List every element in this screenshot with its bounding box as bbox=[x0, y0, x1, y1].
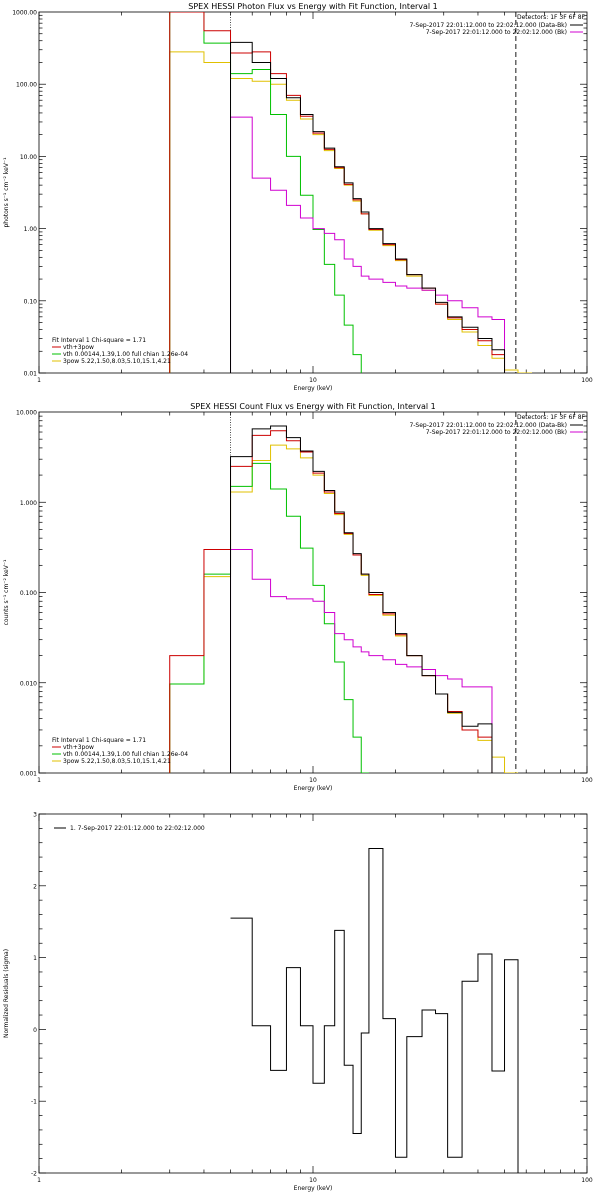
x-axis-label: Energy (keV) bbox=[294, 385, 333, 392]
y-tick-label: 10.00 bbox=[20, 154, 37, 161]
x-tick-label: 10 bbox=[309, 1177, 317, 1184]
y-tick-label: 1.00 bbox=[24, 226, 38, 233]
legend-entry: 7-Sep-2017 22:01:12.000 to 22:02:12.000 … bbox=[409, 22, 567, 29]
y-tick-label: 2 bbox=[33, 883, 37, 890]
fit-legend-entry: vth+3pow bbox=[63, 344, 94, 351]
series-line-data-bk bbox=[230, 41, 506, 373]
y-tick-label: 0.01 bbox=[24, 371, 38, 378]
y-tick-label: 1.000 bbox=[20, 500, 37, 507]
legend-entry: 7-Sep-2017 22:01:12.000 to 22:02:12.000 … bbox=[426, 29, 567, 36]
y-tick-label: 0.100 bbox=[20, 590, 37, 597]
y-tick-label: 1000.00 bbox=[12, 10, 37, 17]
legend-entry: 7-Sep-2017 22:01:12.000 to 22:02:12.000 … bbox=[426, 429, 567, 436]
y-tick-label: 3 bbox=[33, 812, 37, 819]
series-line-residuals bbox=[230, 847, 519, 1173]
x-tick-label: 100 bbox=[581, 1177, 593, 1184]
fit-legend-entry: vth 0.00144,1.39,1.00 full chian 1.26e-0… bbox=[63, 751, 188, 758]
y-tick-label: 0.10 bbox=[24, 298, 38, 305]
y-axis-label: photons s⁻¹ cm⁻² keV⁻¹ bbox=[3, 157, 10, 228]
chart-2: 1 10 100 Energy (keV) 0.001 0.010 0.100 1.000 10… bbox=[3, 402, 593, 792]
x-tick-label: 1 bbox=[37, 777, 41, 784]
x-axis-label: Energy (keV) bbox=[294, 785, 333, 792]
legend-entry: 7-Sep-2017 22:01:12.000 to 22:02:12.000 … bbox=[409, 422, 567, 429]
detectors-label: Detectors: 1F 3F 6F 8F bbox=[517, 14, 586, 21]
chart-title: SPEX HESSI Count Flux vs Energy with Fit… bbox=[190, 402, 435, 411]
y-tick-label: 100.00 bbox=[16, 82, 37, 89]
y-tick-label: 0 bbox=[33, 1027, 37, 1034]
y-tick-label: 0.010 bbox=[20, 680, 37, 687]
fit-legend-entry: 3pow 5.22,1.50,8.03,5.10,15.1,4.21 bbox=[63, 758, 171, 765]
chart-3: 1 10 100 Energy (keV) -2 -1 0 1 2 3 Normalized Res… bbox=[3, 812, 593, 1193]
x-axis-label: Energy (keV) bbox=[294, 1185, 333, 1192]
fit-legend-entry: 3pow 5.22,1.50,8.03,5.10,15.1,4.21 bbox=[63, 358, 171, 365]
y-axis-label: counts s⁻¹ cm⁻² keV⁻¹ bbox=[3, 559, 10, 625]
series-line-data-bk bbox=[230, 425, 493, 773]
series-line-bk bbox=[230, 548, 493, 773]
x-tick-label: 1 bbox=[37, 377, 41, 384]
y-tick-label: -2 bbox=[31, 1171, 37, 1178]
x-tick-label: 100 bbox=[581, 777, 593, 784]
y-tick-label: 1 bbox=[33, 955, 37, 962]
fit-legend-header: Fit Interval 1 Chi-square = 1.71 bbox=[52, 737, 146, 744]
x-tick-label: 10 bbox=[309, 777, 317, 784]
x-tick-label: 1 bbox=[37, 1177, 41, 1184]
series-line-vth-3pow bbox=[169, 12, 506, 373]
fit-legend-header: Fit Interval 1 Chi-square = 1.71 bbox=[52, 337, 146, 344]
fit-legend-entry: vth+3pow bbox=[63, 744, 94, 751]
x-tick-label: 10 bbox=[309, 377, 317, 384]
y-tick-label: 10.000 bbox=[16, 410, 37, 417]
legend-entry: 1. 7-Sep-2017 22:01:12.000 to 22:02:12.0… bbox=[70, 825, 205, 832]
fit-legend-entry: vth 0.00144,1.39,1.00 full chian 1.26e-0… bbox=[63, 351, 188, 358]
series-line-bk bbox=[230, 116, 506, 373]
x-tick-label: 100 bbox=[581, 377, 593, 384]
y-tick-label: -1 bbox=[31, 1099, 37, 1106]
chart-1: 1 10 100 Energy (keV) 0.01 0.10 1.00 10.00 100.0… bbox=[3, 2, 593, 392]
y-axis-label: Normalized Residuals (sigma) bbox=[3, 949, 10, 1038]
chart-title: SPEX HESSI Photon Flux vs Energy with Fi… bbox=[188, 2, 438, 11]
detectors-label: Detectors: 1F 3F 6F 8F bbox=[517, 414, 586, 421]
y-tick-label: 0.001 bbox=[20, 771, 37, 778]
